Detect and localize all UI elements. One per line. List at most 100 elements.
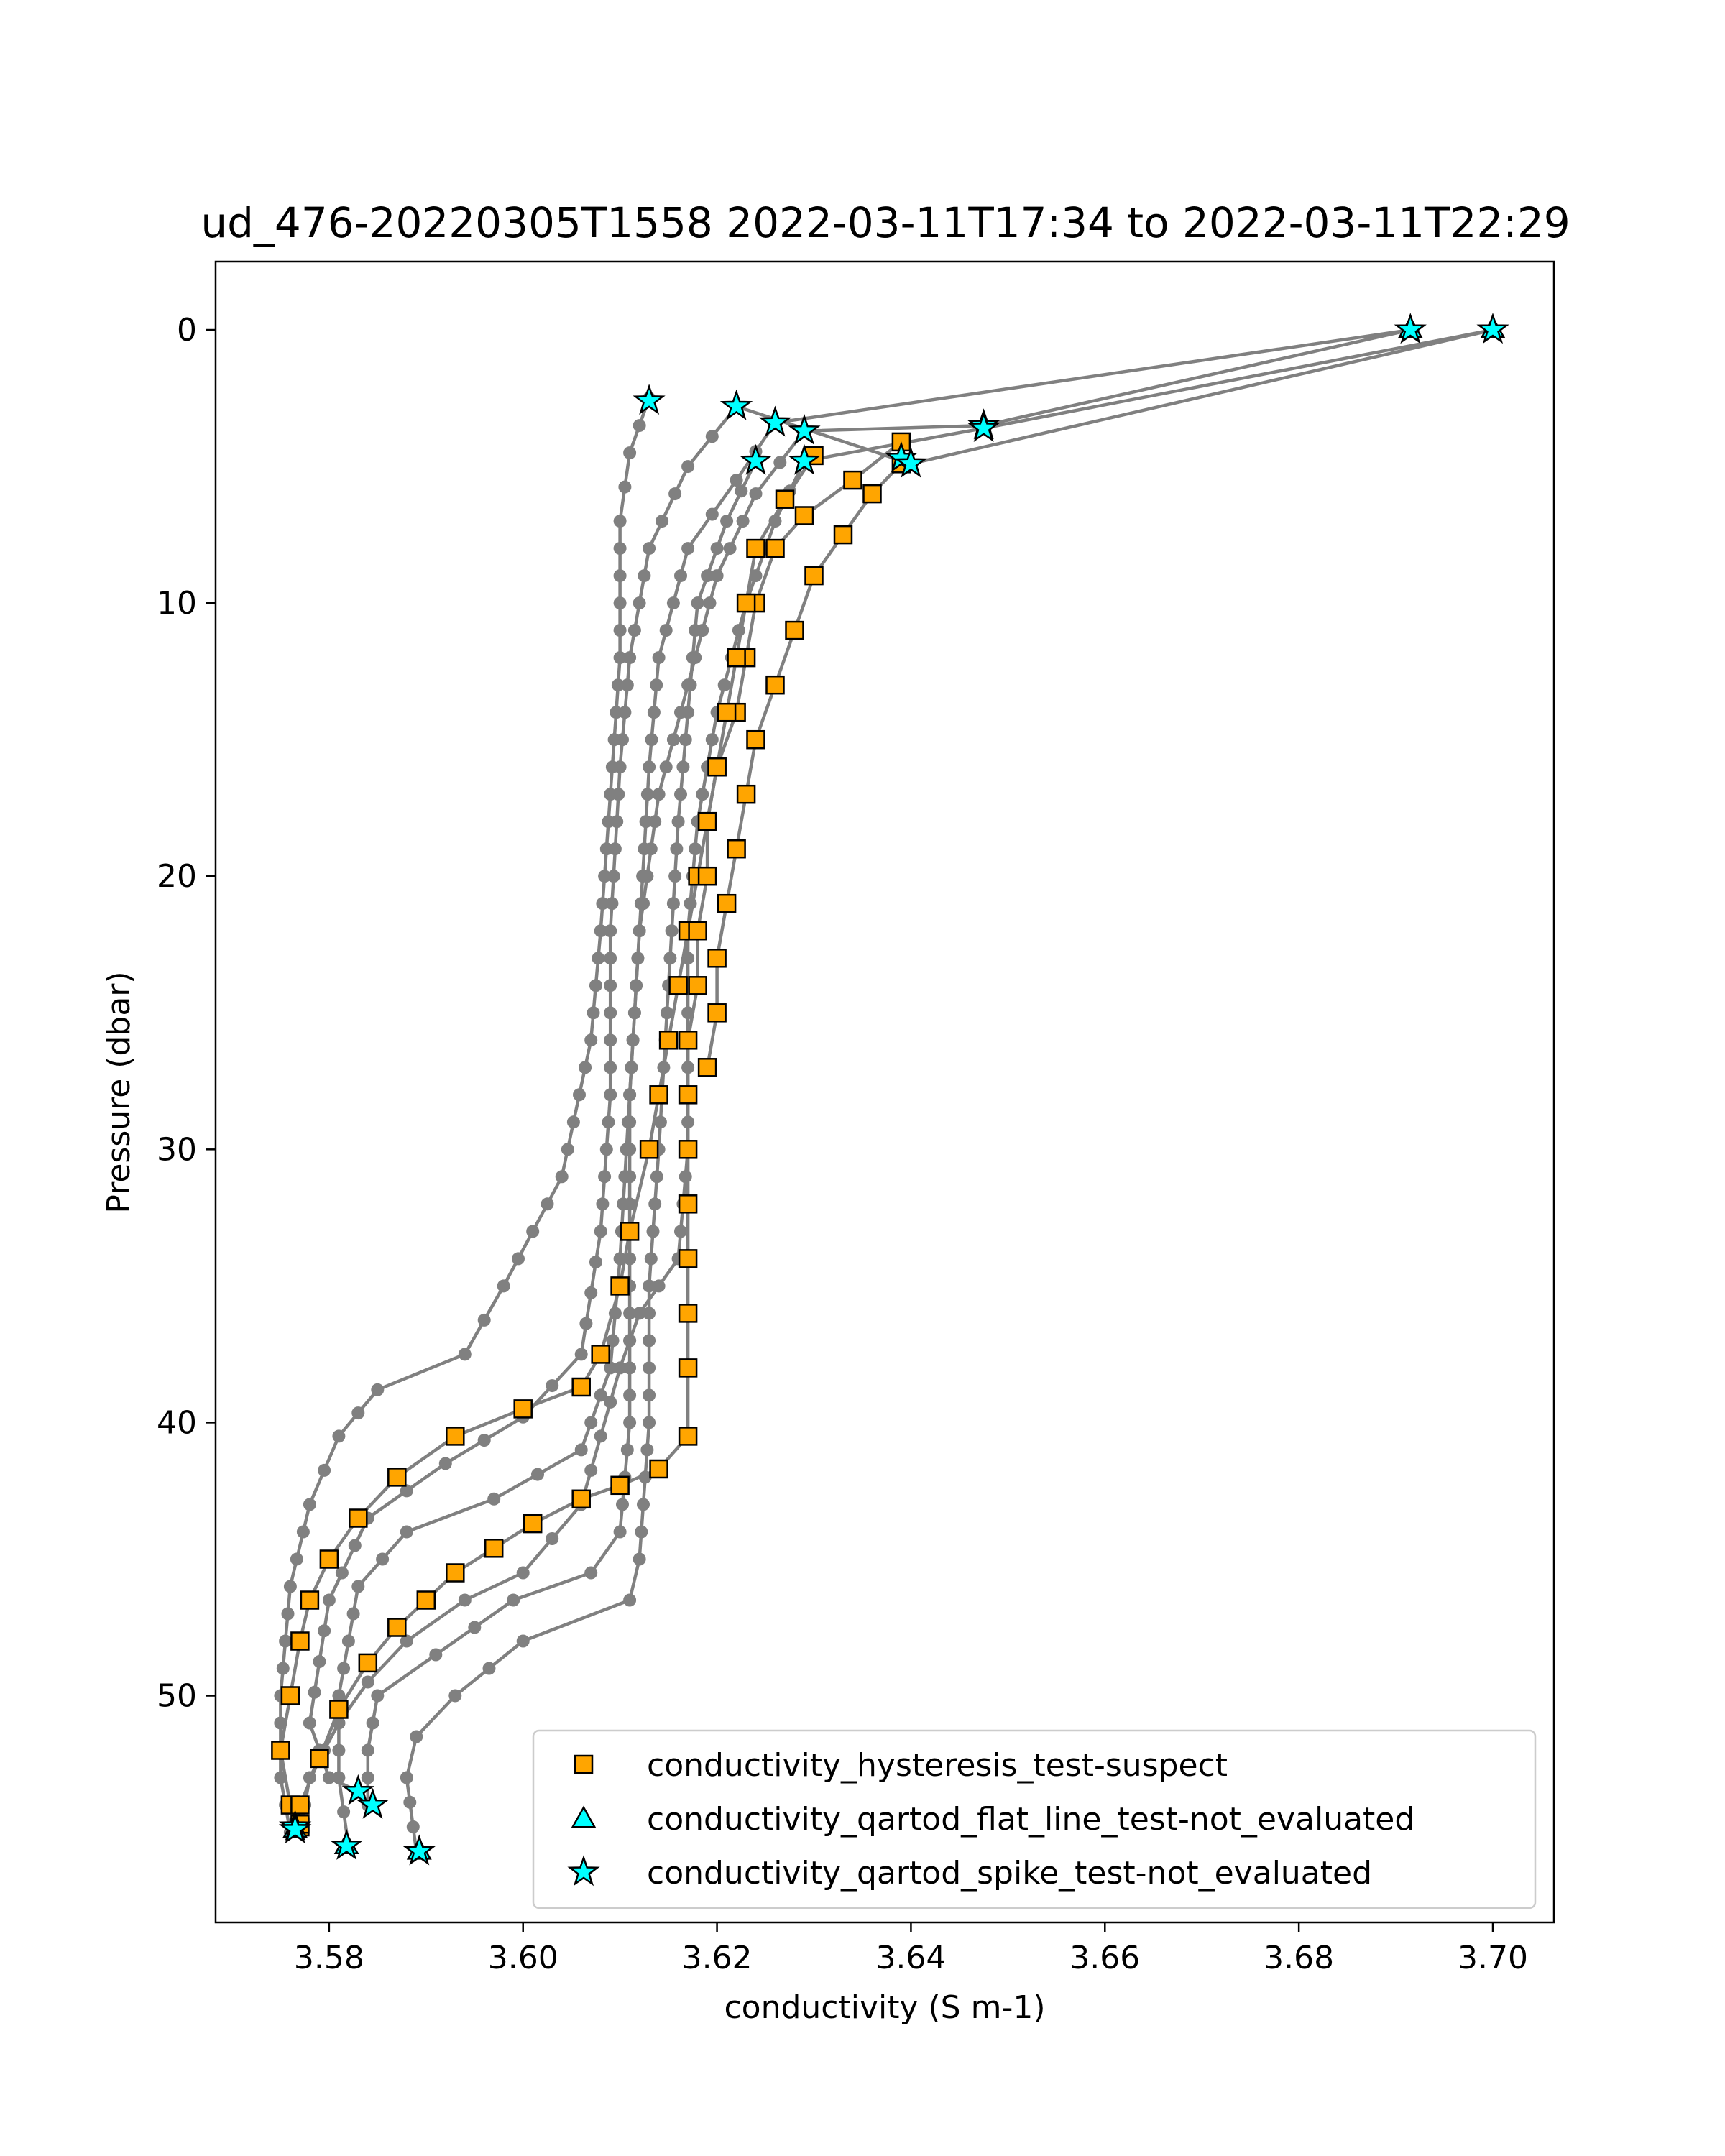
profile-3-point-46 (337, 1662, 351, 1675)
hysteresis-marker-3-10 (717, 893, 737, 913)
profile-5-point-41 (632, 1552, 646, 1566)
y-tick-label-1: 0 (177, 312, 197, 349)
profile-1-point-35 (458, 1348, 472, 1361)
x-tick-label-4: 3.64 (875, 1940, 946, 1976)
profile-1-point-7 (613, 569, 627, 583)
profile-1-point-36 (371, 1383, 385, 1396)
profile-2-point-47 (308, 1685, 321, 1699)
spike-marker-11 (1394, 313, 1427, 344)
x-axis-label: conductivity (S m-1) (724, 1989, 1045, 2026)
profile-1-point-41 (296, 1525, 310, 1539)
profile-1-point-9 (613, 624, 627, 637)
hysteresis-marker-2-20 (649, 1459, 668, 1479)
profile-2-point-30 (596, 1197, 610, 1211)
profile-3-point-39 (531, 1468, 544, 1481)
profile-1-point-4 (618, 480, 632, 494)
profile-6-point-15 (689, 842, 702, 856)
y-axis-label: Pressure (dbar) (101, 971, 137, 1213)
profile-4-point-13 (659, 760, 673, 774)
profile-3-point-51 (337, 1805, 351, 1819)
spike-marker-10 (894, 446, 928, 478)
profile-2-point-31 (594, 1225, 607, 1238)
axis-layer: 3.58 3.60 3.62 3.64 3.66 3.68 3.70 0 10 20 30 40 50 (157, 312, 1528, 1976)
profile-4-point-46 (371, 1689, 385, 1703)
hysteresis-marker-1-18 (591, 1345, 610, 1364)
profile-2-point-14 (613, 760, 627, 774)
x-tick-label-5: 3.66 (1070, 1940, 1140, 1976)
profile-5-point-21 (660, 1006, 673, 1020)
hysteresis-marker-1-27 (280, 1686, 300, 1705)
profile-3-point-8 (659, 624, 673, 637)
profile-3-point-15 (639, 815, 653, 829)
profile-2-point-11 (620, 678, 634, 692)
profile-3-point-42 (376, 1552, 390, 1566)
profile-4-point-3 (749, 487, 763, 501)
y-tick-label-4: 30 (157, 1131, 197, 1168)
profile-5-point-2 (735, 484, 748, 498)
profile-3-point-50 (332, 1771, 346, 1784)
profile-2-point-17 (608, 842, 622, 856)
spike-marker-18 (402, 1834, 436, 1866)
hysteresis-marker-2-18 (678, 1358, 698, 1378)
profile-5-point-9 (684, 678, 697, 692)
profile-3-point-36 (594, 1388, 607, 1402)
profile-6-point-29 (674, 1225, 687, 1238)
profile-5-point-5 (701, 569, 714, 583)
profile-3-point-14 (640, 788, 654, 801)
profile-2-point-8 (632, 596, 646, 610)
profile-line-1 (279, 397, 651, 1833)
profile-3-point-3 (730, 474, 743, 487)
legend-label-1: conductivity_hysteresis_test-suspect (647, 1747, 1228, 1784)
series-layer (271, 313, 1509, 1866)
hysteresis-marker-1-23 (349, 1508, 368, 1528)
hysteresis-marker-2-7 (707, 757, 727, 777)
profile-1-point-3 (623, 446, 637, 460)
profile-5-point-49 (406, 1820, 420, 1833)
profile-5-point-45 (448, 1689, 462, 1703)
profile-5-point-25 (653, 1115, 667, 1129)
hysteresis-marker-2-24 (484, 1539, 504, 1558)
hysteresis-marker-1-12 (668, 976, 688, 995)
profile-2-point-42 (348, 1539, 362, 1552)
hysteresis-marker-2-23 (523, 1514, 543, 1534)
y-tick-label-2: 10 (157, 585, 197, 622)
profile-4-point-19 (632, 924, 646, 938)
profile-5-point-48 (403, 1795, 417, 1809)
profile-2-point-34 (579, 1317, 593, 1330)
legend-marker-2 (571, 1805, 597, 1828)
profile-1-point-2 (632, 419, 646, 433)
surface-spike-line-2 (775, 328, 1412, 433)
plot-frame (214, 260, 1555, 1924)
hysteresis-marker-2-2 (775, 489, 795, 509)
profile-2-point-43 (335, 1566, 349, 1580)
hysteresis-marker-2-4 (736, 593, 756, 613)
spike-marker-2 (719, 389, 753, 420)
profile-2-point-5 (656, 515, 669, 528)
profile-2-point-25 (604, 1061, 617, 1074)
profile-1-point-46 (276, 1662, 290, 1675)
profile-5-point-31 (643, 1279, 656, 1293)
profile-3-point-43 (351, 1580, 365, 1593)
hysteresis-marker-3-4 (804, 566, 824, 586)
hysteresis-marker-1-26 (290, 1631, 310, 1651)
profile-1-point-20 (594, 924, 607, 938)
profile-4-point-35 (623, 1361, 637, 1375)
hysteresis-marker-2-28 (358, 1653, 378, 1673)
profile-6-point-25 (681, 1115, 695, 1129)
profile-6-point-35 (604, 1395, 617, 1409)
profile-3-point-49 (332, 1743, 346, 1757)
profile-4-point-43 (507, 1593, 520, 1607)
profile-5-point-7 (689, 624, 702, 637)
profile-4-point-15 (648, 815, 662, 829)
hysteresis-marker-2-11 (688, 976, 707, 995)
spike-marker-4 (788, 413, 821, 445)
hysteresis-marker-3-13 (697, 1058, 717, 1077)
profile-1-point-5 (613, 515, 627, 528)
hysteresis-marker-3-2 (862, 484, 882, 504)
profile-4-point-7 (703, 596, 717, 610)
profile-4-point-47 (366, 1716, 380, 1730)
profile-5-point-36 (643, 1416, 656, 1429)
profile-3-point-13 (643, 760, 656, 774)
hysteresis-marker-3-12 (707, 1003, 727, 1023)
profile-4-point-36 (623, 1388, 637, 1402)
